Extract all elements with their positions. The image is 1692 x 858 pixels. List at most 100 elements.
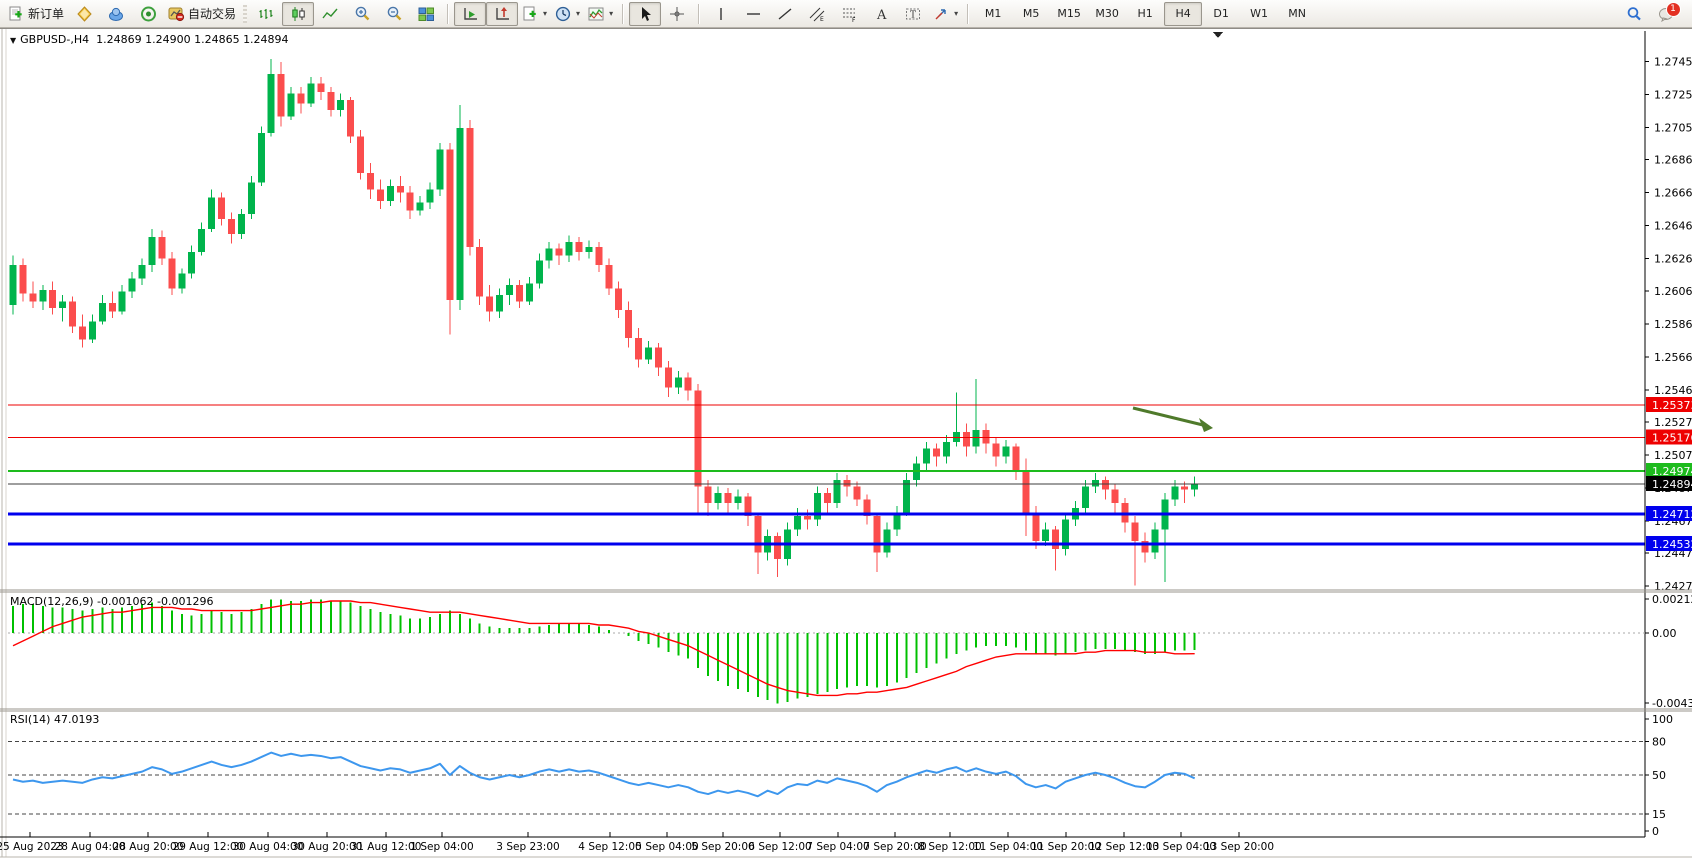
trendline-button[interactable]	[769, 2, 801, 26]
timeframe-w1-button[interactable]: W1	[1250, 7, 1269, 20]
line-chart-button[interactable]	[314, 2, 346, 26]
candle-bull	[426, 189, 434, 203]
toolbar: 新订单 自动交易	[0, 0, 1692, 28]
symbol-period-label: GBPUSD-,H4	[20, 33, 90, 46]
candle-bull	[307, 83, 315, 104]
candle-bear	[664, 367, 672, 388]
annotation-arrow	[1132, 406, 1208, 428]
chart-shift-button[interactable]	[486, 1, 519, 26]
rsi-tick-label: 15	[1652, 808, 1666, 821]
signals-button[interactable]	[132, 2, 164, 26]
crosshair-button[interactable]	[661, 2, 693, 26]
candle-bear	[406, 192, 414, 211]
date-tick-label: 28 Aug 20:00	[113, 841, 184, 853]
candle-bull	[436, 149, 444, 190]
toolbar-separator	[622, 3, 625, 24]
candle-bear	[654, 347, 662, 368]
toolbar-separator	[447, 3, 450, 24]
timeframe-d1-button[interactable]: D1	[1213, 7, 1229, 20]
timeframe-group: M1 M5 M15 M30 H1 H4 D1 W1 MN	[974, 1, 1316, 26]
metaeditor-button[interactable]	[68, 2, 100, 26]
price-tick-label: 1.25070	[1654, 449, 1692, 462]
tile-windows-button[interactable]	[410, 2, 442, 26]
bar-chart-button[interactable]	[250, 2, 282, 26]
candle-bull	[208, 197, 216, 229]
macd-indicator-label: MACD(12,26,9) -0.001062 -0.001296	[10, 595, 214, 608]
fibonacci-button[interactable]: F	[833, 2, 865, 26]
vertical-line-icon	[713, 6, 730, 22]
cursor-button[interactable]	[629, 1, 662, 26]
text-button[interactable]: A	[865, 2, 897, 26]
candle-bull	[525, 283, 533, 302]
channel-button[interactable]: E	[801, 2, 833, 26]
date-tick-label: 6 Sep 12:00	[748, 841, 811, 853]
new-chart-button[interactable]: ▾	[518, 2, 551, 26]
candle-bear	[615, 288, 623, 310]
timeframe-mn-button[interactable]: MN	[1288, 7, 1306, 20]
vertical-line-button[interactable]	[705, 2, 737, 26]
text-icon: A	[873, 6, 890, 22]
candle-bear	[49, 289, 57, 309]
arrows-button[interactable]: ▾	[929, 2, 962, 26]
new-order-button[interactable]: 新订单	[4, 2, 68, 26]
search-button[interactable]	[1618, 2, 1650, 26]
candle-bear	[1141, 540, 1149, 553]
candle-bear	[1022, 469, 1030, 513]
auto-trading-button[interactable]: 自动交易	[164, 2, 240, 26]
indicators-button[interactable]: ▾	[584, 2, 617, 26]
timeframe-m5-button[interactable]: M5	[1022, 7, 1040, 20]
date-tick-label: 28 Aug 04:00	[55, 841, 126, 853]
period-caret: ▾	[576, 9, 581, 18]
timeframe-h4-button[interactable]: H4	[1164, 1, 1203, 26]
price-tick-label: 1.27255	[1654, 88, 1692, 101]
timeframe-h1-button[interactable]: H1	[1137, 7, 1153, 20]
toolbar-separator	[698, 3, 701, 24]
notifications-button[interactable]: 1	[1650, 1, 1682, 26]
timeframe-m15-button[interactable]: M15	[1057, 7, 1081, 20]
date-tick-label: 5 Sep 20:00	[691, 841, 754, 853]
text-label-button[interactable]: T	[897, 2, 929, 26]
timeframe-m30-button[interactable]: M30	[1095, 7, 1119, 20]
candle-bull	[456, 128, 464, 300]
fibonacci-icon: F	[841, 6, 858, 22]
price-tick-label: 1.24275	[1654, 580, 1692, 593]
candle-bull	[535, 260, 543, 284]
candle-bull	[9, 265, 17, 305]
period-button[interactable]: ▾	[551, 2, 584, 26]
auto-scroll-button[interactable]	[454, 1, 487, 26]
chart-canvas[interactable]: 1.27455 1.27255 1.27055 1.26860 1.26660 1.264…	[0, 29, 1692, 858]
candle-bear	[1111, 489, 1119, 503]
rsi-line	[12, 751, 1196, 798]
candle-bear	[992, 443, 1000, 457]
date-tick-label: 12 Sep 12:00	[1089, 841, 1159, 853]
horizontal-line-button[interactable]	[737, 2, 769, 26]
candle-bear	[774, 535, 782, 559]
price-tick-label: 1.25270	[1654, 416, 1692, 429]
zoom-in-button[interactable]	[346, 2, 378, 26]
candle-bear	[1131, 522, 1139, 541]
price-badge	[1646, 462, 1692, 478]
terminal-button[interactable]	[100, 2, 132, 26]
date-tick-label: 31 Aug 12:00	[351, 841, 422, 853]
candle-bull	[1171, 486, 1179, 500]
candle-bear	[1052, 529, 1060, 550]
toolbar-right-group: 1	[1618, 1, 1688, 26]
svg-text:E: E	[820, 16, 824, 22]
date-tick-label: 5 Sep 04:00	[635, 841, 698, 853]
candle-bull	[734, 496, 742, 503]
candle-bear	[1032, 512, 1040, 541]
candle-bear	[396, 185, 404, 193]
rsi-tick-label: 0	[1652, 825, 1659, 838]
toolbar-separator	[967, 3, 970, 24]
zoom-out-button[interactable]	[378, 2, 410, 26]
candle-bear	[486, 296, 494, 312]
candle-bull	[118, 291, 126, 312]
chart-dropdown-icon[interactable]: ▼	[10, 36, 17, 45]
timeframe-m1-button[interactable]: M1	[984, 7, 1002, 20]
candle-bear	[1101, 479, 1109, 490]
candle-bear	[277, 73, 285, 117]
date-tick-label: 11 Sep 20:00	[1031, 841, 1101, 853]
candle-bull	[247, 182, 255, 215]
candle-bull	[674, 377, 682, 388]
candlestick-chart-button[interactable]	[282, 1, 315, 26]
